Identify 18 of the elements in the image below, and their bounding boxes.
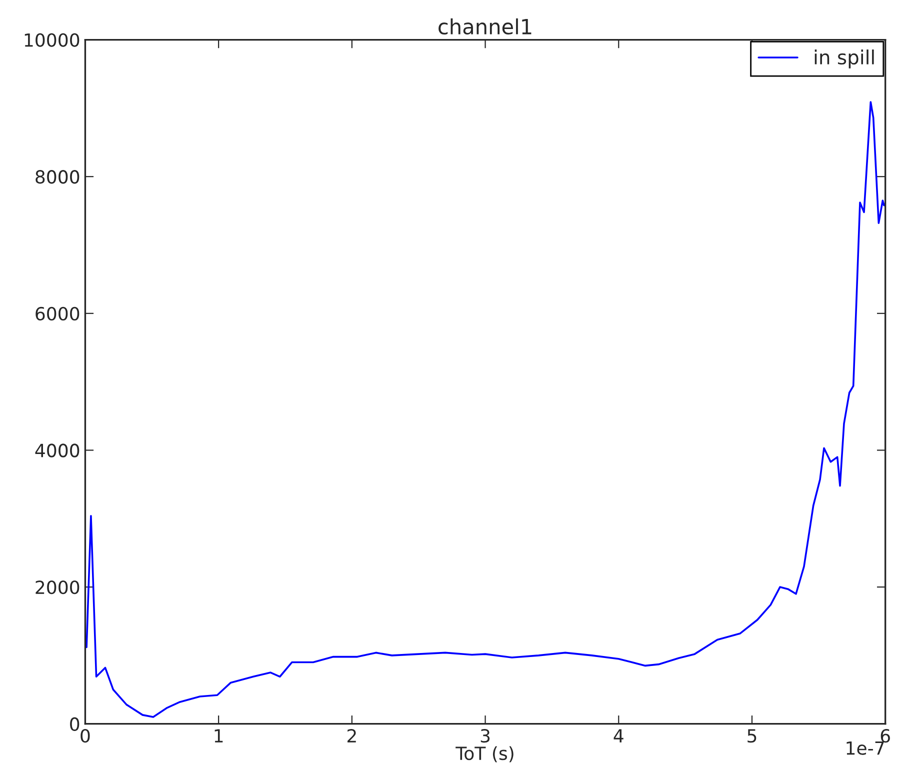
y-tick-label: 6000 (36, 306, 80, 321)
x-axis-title: ToT (s) (456, 746, 514, 762)
legend-label: in spill (814, 50, 874, 68)
x-tick-label: 2 (348, 729, 356, 742)
x-tick-label: 0 (80, 729, 90, 743)
x-tick-label: 1 (214, 729, 223, 742)
y-tick-label: 2000 (36, 580, 80, 594)
x-tick-label: 4 (614, 729, 624, 742)
x-tick-label: 6 (880, 729, 890, 743)
y-tick-label: 8000 (36, 170, 80, 184)
chart-title: channel1 (438, 18, 532, 35)
y-tick-label: 0 (70, 717, 80, 731)
y-tick-label: 10000 (24, 33, 80, 47)
line-series (86, 101, 885, 718)
y-tick-label: 4000 (35, 444, 80, 458)
x-tick-label: 5 (748, 729, 756, 743)
text: 1e-7 (846, 741, 884, 755)
x-tick-label: 3 (480, 729, 490, 743)
